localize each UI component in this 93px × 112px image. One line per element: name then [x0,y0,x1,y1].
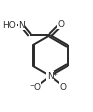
Text: O: O [60,82,67,91]
Text: N: N [18,21,25,30]
Text: −: − [29,81,35,86]
Text: HO: HO [2,21,16,30]
Text: O: O [34,82,41,91]
Text: O: O [58,20,65,29]
Text: N: N [47,72,54,81]
Text: +: + [53,71,58,76]
